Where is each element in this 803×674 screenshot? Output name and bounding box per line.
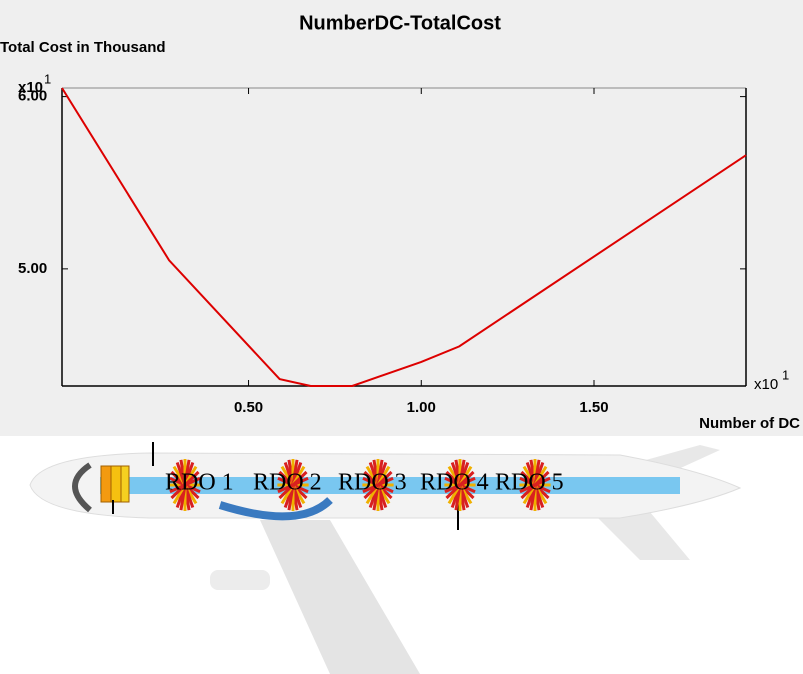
- x-exponent: 1: [782, 367, 789, 382]
- chart-background: [0, 0, 803, 436]
- rdo-label: RDO 5: [495, 470, 564, 496]
- x-tick-label: 1.00: [407, 399, 436, 416]
- y-exponent: 1: [44, 71, 51, 86]
- x-tick-label: 0.50: [234, 399, 263, 416]
- burst-ray: [277, 476, 309, 494]
- x-tick-label: 1.50: [579, 399, 608, 416]
- chart-title: NumberDC-TotalCost: [299, 12, 501, 34]
- x-axis-label: Number of DC: [699, 415, 800, 432]
- burst-ray: [444, 476, 476, 494]
- rdo-label: RDO 3: [338, 470, 407, 496]
- burst-ray: [362, 476, 394, 494]
- burst-ray: [169, 476, 201, 494]
- y-tick-label: 6.00: [18, 88, 47, 105]
- y-tick-label: 5.00: [18, 260, 47, 277]
- plot-frame: [61, 87, 747, 387]
- rdo-label: RDO 1: [165, 470, 234, 496]
- line-series: [61, 87, 747, 387]
- rdo-label: RDO 4: [420, 470, 489, 496]
- burst-ray: [519, 476, 551, 494]
- y-axis-label: Total Cost in Thousand: [0, 39, 166, 56]
- y-multiplier: x10: [18, 79, 43, 96]
- rdo-label: RDO 2: [253, 470, 322, 496]
- x-multiplier: x10: [754, 376, 778, 393]
- airplane: [29, 442, 742, 674]
